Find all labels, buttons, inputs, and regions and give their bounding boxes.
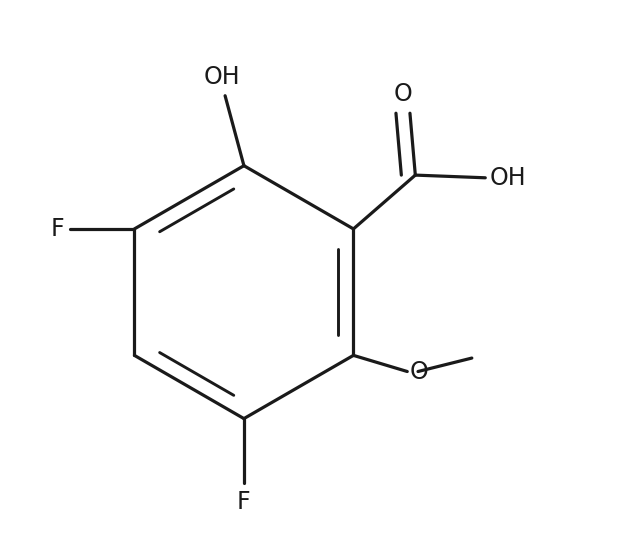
Text: F: F xyxy=(51,217,64,241)
Text: F: F xyxy=(237,490,251,513)
Text: OH: OH xyxy=(489,166,526,190)
Text: O: O xyxy=(394,82,412,106)
Text: OH: OH xyxy=(204,65,241,89)
Text: O: O xyxy=(410,359,429,384)
